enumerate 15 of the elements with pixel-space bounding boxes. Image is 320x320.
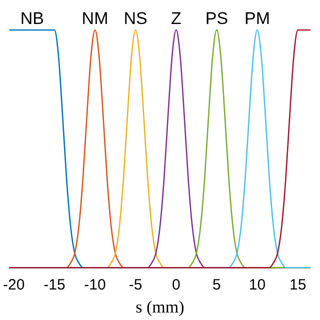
x-tick-label: 10 bbox=[248, 276, 266, 294]
x-tick-label: 0 bbox=[172, 276, 180, 294]
series-label: NM bbox=[82, 9, 108, 28]
x-tick-label: -5 bbox=[128, 276, 142, 294]
x-tick-label: -20 bbox=[3, 276, 25, 294]
series-label: NS bbox=[124, 9, 148, 28]
x-axis-title: s (mm) bbox=[136, 297, 184, 316]
x-tick-label: 15 bbox=[289, 276, 306, 294]
x-tick-label: -10 bbox=[84, 276, 106, 294]
x-tick-label: 5 bbox=[212, 276, 221, 294]
series-label: PM bbox=[244, 9, 270, 28]
series-label: NB bbox=[20, 9, 44, 28]
series-label: Z bbox=[170, 9, 182, 28]
x-tick-label: -15 bbox=[44, 276, 66, 294]
series-label: PS bbox=[205, 9, 228, 28]
